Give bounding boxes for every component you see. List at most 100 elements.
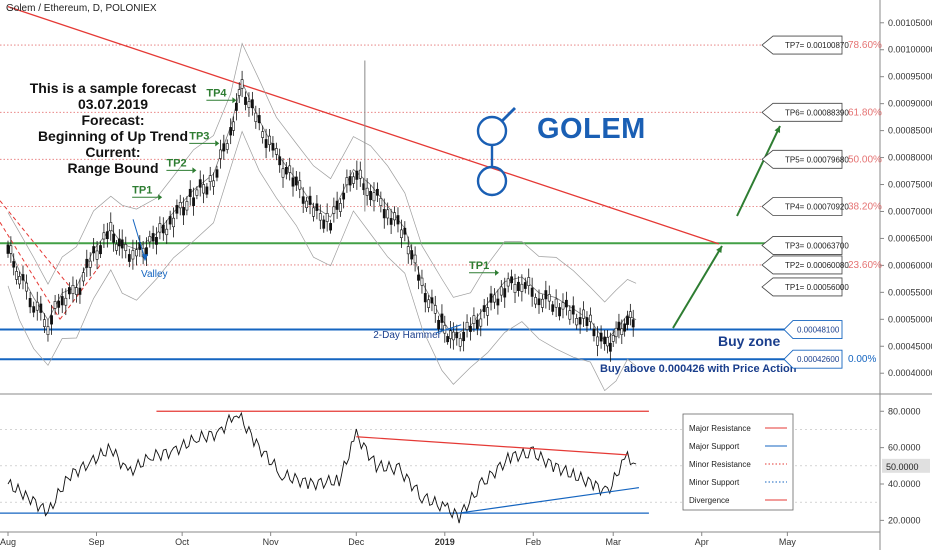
- candle-body: [413, 254, 417, 264]
- price-tick-label: 0.00045000: [888, 341, 932, 351]
- price-tick-label: 0.00080000: [888, 153, 932, 163]
- candle-body: [161, 224, 165, 234]
- candle-body: [575, 318, 579, 326]
- candle-body: [318, 213, 322, 221]
- valley-label: Valley: [141, 269, 168, 280]
- forecast-line-2: 03.07.2019: [77, 96, 149, 112]
- candle-body: [592, 328, 596, 337]
- candle-body: [75, 287, 78, 295]
- candle-body: [338, 203, 342, 212]
- candle-body: [312, 207, 315, 217]
- rsi-current-value: 50.0000: [886, 462, 919, 472]
- price-tick-label: 0.00090000: [888, 99, 932, 109]
- price-tick-label: 0.00095000: [888, 72, 932, 82]
- candle-body: [6, 244, 10, 254]
- buy-zone-label: Buy zone: [718, 333, 780, 349]
- price-tick-label: 0.00065000: [888, 233, 932, 243]
- candle-body: [215, 169, 219, 178]
- price-tick-label: 0.00040000: [888, 368, 932, 378]
- candle-body: [596, 336, 599, 346]
- candle-body: [53, 301, 57, 309]
- candle-body: [222, 143, 226, 152]
- candle-body: [99, 245, 102, 255]
- candle-body: [240, 79, 244, 89]
- candle-body: [469, 325, 472, 332]
- forecast-arrow-2-line: [736, 125, 781, 217]
- target-callout-box: [761, 35, 843, 55]
- price-tick-label: 0.00060000: [888, 260, 932, 270]
- fib-level-label: 61.80%: [848, 107, 882, 118]
- brand-name: GOLEM: [537, 113, 646, 145]
- candle-body: [571, 305, 575, 315]
- candle-body: [208, 175, 212, 182]
- candle-body: [423, 293, 427, 303]
- candle-body: [455, 332, 459, 339]
- candle-body: [440, 313, 444, 323]
- candle-body: [50, 315, 53, 325]
- fib-level-label: 50.00%: [848, 154, 882, 165]
- candle-body: [117, 238, 121, 247]
- candle-body: [202, 184, 205, 194]
- candle-body: [475, 319, 479, 329]
- candle-body: [185, 201, 189, 211]
- target-callout-box: [761, 102, 843, 122]
- candle-body: [389, 218, 393, 225]
- candle-body: [234, 102, 238, 111]
- candle-body: [489, 293, 493, 303]
- target-callout-label: TP2= 0.00060080: [785, 261, 849, 270]
- candle-body: [462, 331, 466, 342]
- candle-body: [527, 277, 531, 286]
- candle-body: [109, 222, 113, 232]
- candle-body: [115, 243, 118, 251]
- time-tick-label: Aug: [0, 537, 16, 547]
- candle-body: [493, 294, 496, 303]
- candle-body: [433, 305, 437, 314]
- candle-body: [268, 135, 271, 145]
- candle-body: [175, 205, 179, 214]
- price-tick-label: 0.00055000: [888, 287, 932, 297]
- candle-body: [88, 260, 92, 268]
- candle-body: [195, 189, 199, 196]
- candle-body: [278, 156, 282, 166]
- candle-body: [151, 233, 155, 242]
- forecast-arrow-2-head: [774, 126, 781, 133]
- price-tick-label: 0.00075000: [888, 180, 932, 190]
- candle-body: [386, 209, 390, 219]
- time-tick-label: Dec: [348, 537, 365, 547]
- candle-body: [427, 299, 431, 308]
- target-callout-box: [761, 197, 843, 216]
- candle-body: [78, 287, 82, 295]
- candle-body: [325, 213, 329, 222]
- candle-body: [544, 290, 548, 300]
- candle-body: [617, 321, 621, 331]
- candle-body: [551, 304, 555, 312]
- candle-body: [172, 217, 175, 228]
- price-tick-label: 0.00100000: [888, 45, 932, 55]
- time-tick-label: Nov: [263, 537, 280, 547]
- candle-body: [565, 299, 568, 308]
- candle-body: [393, 212, 396, 221]
- candle-body: [192, 197, 195, 206]
- candle-body: [105, 231, 109, 240]
- rsi-legend-label: Major Resistance: [689, 424, 751, 433]
- candle-body: [261, 131, 265, 138]
- target-callout-box: [761, 149, 843, 169]
- fib-level-label: 38.20%: [848, 202, 882, 213]
- tp-marker-arrowhead: [215, 140, 220, 147]
- candle-body: [396, 215, 400, 225]
- rsi-legend-label: Major Support: [689, 442, 740, 451]
- candle-body: [291, 177, 295, 187]
- price-tick-label: 0.00085000: [888, 126, 932, 136]
- price-tick-label: 0.00105000: [888, 18, 932, 28]
- tp-marker-arrowhead: [158, 194, 163, 201]
- candle-body: [510, 276, 513, 284]
- candle-body: [348, 176, 352, 186]
- candle-body: [472, 315, 476, 324]
- candle-body: [623, 323, 627, 332]
- descending-trendline: [7, 5, 720, 245]
- candle-body: [57, 300, 61, 308]
- forecast-line-3: Forecast:: [81, 112, 145, 128]
- target-callout-label: TP4= 0.00070920: [785, 203, 849, 212]
- rsi-legend-label: Minor Resistance: [689, 460, 751, 469]
- bollinger-lower: [7, 130, 637, 392]
